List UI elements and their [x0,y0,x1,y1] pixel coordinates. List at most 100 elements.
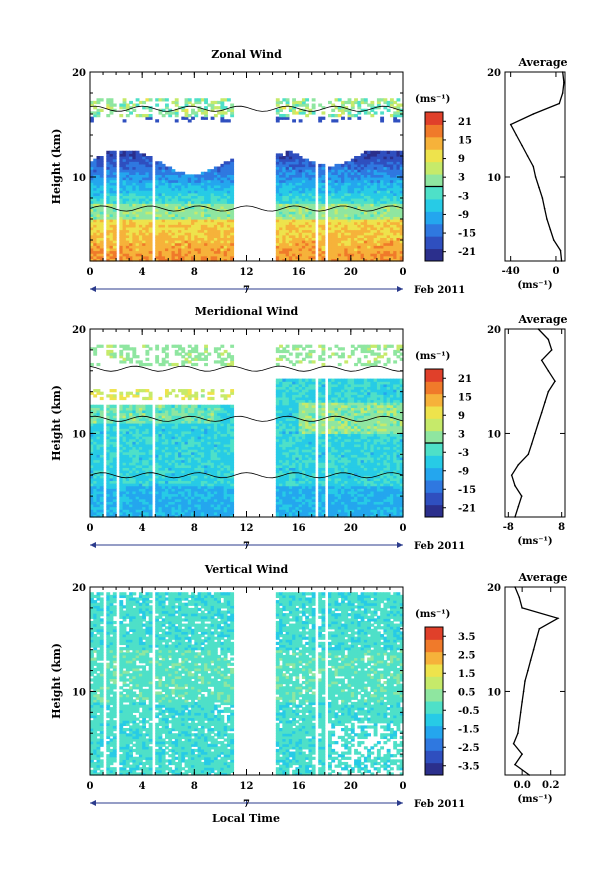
colorbar-unit: (ms⁻¹) [415,609,450,620]
day-axis-arrow-right [397,286,403,292]
x-tick-label: 16 [292,267,306,278]
day-label: 7 [243,285,250,296]
profile-x-tick-label: -40 [502,266,520,277]
panel-title: Meridional Wind [195,305,299,318]
profile-x-tick-label: 0.2 [542,780,559,791]
contour-line [89,365,404,372]
colorbar-swatch [425,406,443,419]
y-tick-label: 10 [72,173,86,184]
profile-point [563,81,565,84]
colorbar-swatch [425,492,443,506]
profile-point [521,607,523,609]
profile-point [532,113,535,115]
x-tick-label: 20 [344,267,358,278]
colorbar-swatch [425,369,443,382]
colorbar-tick-label: -1.5 [458,724,480,735]
profile-point [518,722,521,724]
profile-point [519,711,522,714]
x-tick-label: 16 [292,523,306,534]
profile-y-tick-label: 10 [487,687,501,698]
average-profile: Average -8 8 10 20 (ms⁻¹) [487,313,567,547]
profile-point [509,123,512,126]
x-tick-label: 8 [191,267,198,278]
colorbar-swatch [425,198,443,212]
y-tick-label: 20 [72,325,86,336]
y-axis-label: Height (km) [50,643,63,719]
date-label: Feb 2011 [414,799,465,810]
colorbar-tick-label: 9 [458,411,465,422]
x-tick-label: 0 [400,781,407,792]
colorbar-swatch [425,713,443,727]
contour-line [89,472,404,479]
profile-point [547,338,550,341]
y-tick-label: 10 [72,429,86,440]
profile-x-tick-label: 0 [552,266,559,277]
profile-y-tick-label: 10 [487,173,501,184]
profile-point [547,370,550,372]
x-tick-label: 12 [240,523,254,534]
profile-point [538,628,541,630]
profile-point [521,701,523,703]
x-tick-label: 8 [191,523,198,534]
day-axis-arrow-right [397,542,403,548]
profile-point [514,516,516,518]
colorbar-swatch [425,664,443,677]
colorbar-swatch [425,430,443,444]
profile-point [532,648,535,651]
colorbar-swatch [425,504,443,518]
panel-vert: 0 4 8 12 16 20 0 10 20 Vertical Wind Height (km) 7 F… [50,563,568,810]
profile-y-tick-label: 20 [487,68,501,79]
colorbar-tick-label: 15 [458,135,472,146]
profile-point [517,732,519,734]
x-tick-label: 0 [87,781,94,792]
y-tick-label: 20 [72,583,86,594]
profile-title: Average [517,56,567,69]
colorbar-swatch [425,236,443,250]
profile-x-label: (ms⁻¹) [517,280,552,291]
profile-point [547,390,550,393]
profile-curve [510,328,556,518]
profile-point [529,659,532,661]
colorbar-tick-label: -15 [458,229,476,240]
profile-x-label: (ms⁻¹) [517,536,552,547]
y-tick-label: 10 [72,687,86,698]
heatmap-cells [90,592,404,776]
day-axis-arrow-right [397,800,403,806]
colorbar-swatch [425,676,443,690]
colorbar-tick-label: 2.5 [458,650,475,661]
x-tick-label: 0 [400,523,407,534]
profile-x-label: (ms⁻¹) [517,794,552,805]
profile-y-tick-label: 10 [487,429,501,440]
colorbar-swatch [425,725,443,739]
y-axis-label: Height (km) [50,385,63,461]
profile-point [550,349,553,351]
contour-line [89,205,404,212]
contour-line [89,415,404,422]
profile-curve [512,586,560,776]
profile-point [538,186,540,189]
colorbar-tick-label: 9 [458,154,465,165]
profile-point [537,328,540,330]
x-tick-label: 16 [292,781,306,792]
colorbar-tick-label: -9 [458,210,469,221]
profile-point [528,774,531,776]
colorbar-swatch [425,639,443,653]
colorbar-tick-label: 21 [458,374,472,385]
colorbar-tick-label: 1.5 [458,669,475,680]
panel-title: Vertical Wind [204,563,289,576]
profile-point [540,359,543,362]
colorbar-swatch [425,393,443,407]
x-tick-label: 4 [139,267,146,278]
profile-point [514,586,516,588]
colorbar-swatch [425,136,443,150]
colorbar-unit: (ms⁻¹) [415,94,450,105]
average-profile: Average 0.0 0.2 10 20 (ms⁻¹) [487,571,567,805]
profile-point [514,763,516,766]
profile-point [524,680,526,682]
profile-x-tick-label: -8 [503,522,514,533]
profile-point [532,165,535,168]
colorbar: 21 15 9 3 -3 -9 -15 -21 (ms⁻¹) [415,94,476,262]
profile-frame [504,586,566,776]
profile-point [517,505,520,508]
profile-point [521,144,523,147]
